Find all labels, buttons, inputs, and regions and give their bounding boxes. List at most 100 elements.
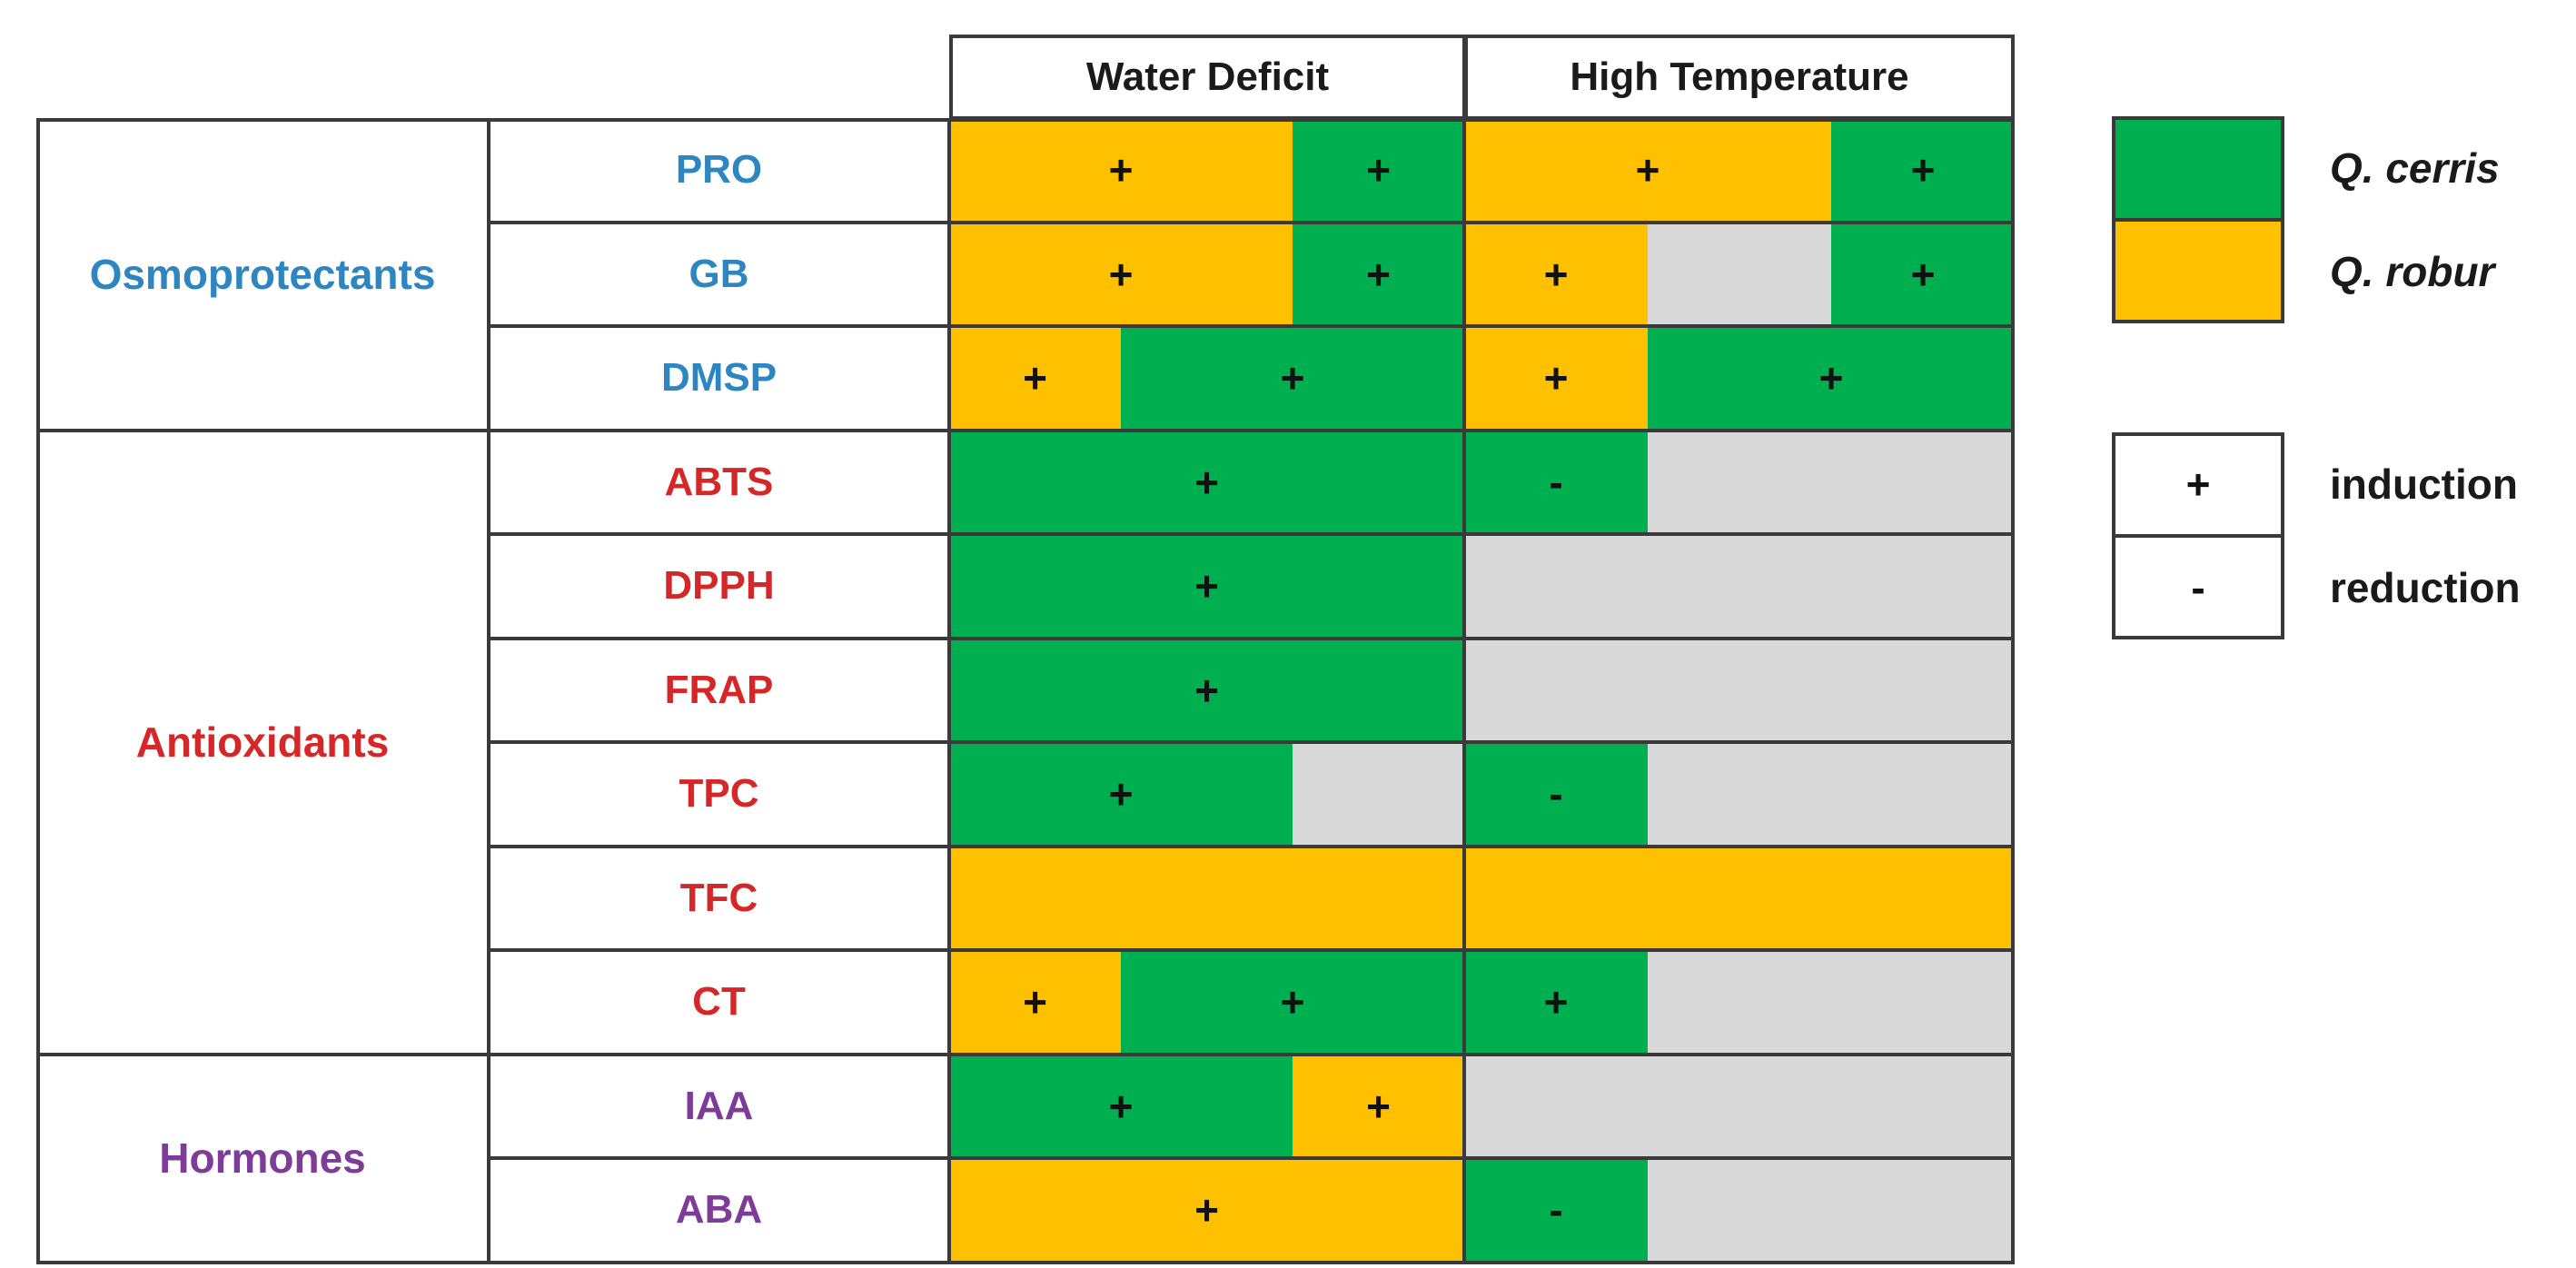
cell-tpc-ht-1 <box>1648 742 2015 847</box>
column-header-text: High Temperature <box>1570 54 1909 99</box>
legend-swatch-robur <box>2112 220 2284 323</box>
group-label-antioxidants: Antioxidants <box>135 718 390 766</box>
cell-sign: + <box>1543 354 1569 402</box>
row-divider <box>489 636 2015 640</box>
cell-dmsp-ht-0: + <box>1464 326 1648 431</box>
cell-sign: + <box>1194 458 1219 506</box>
cell-iaa-wd-1: + <box>1293 1054 1464 1158</box>
cell-gb-ht-1 <box>1648 222 1831 326</box>
row-label-gb: GB <box>689 251 749 296</box>
cell-sign: - <box>1549 770 1563 818</box>
cell-sign: + <box>1108 770 1134 818</box>
column-divider <box>487 118 490 1263</box>
column-header-water-deficit: Water Deficit <box>949 35 1466 120</box>
cell-aba-ht-0: - <box>1464 1158 1648 1263</box>
row-divider <box>489 220 2015 224</box>
cell-sign: + <box>1194 1186 1219 1234</box>
cell-sign: + <box>1280 978 1305 1026</box>
column-header-high-temperature: High Temperature <box>1464 35 2015 120</box>
legend-swatch-cerris <box>2112 116 2284 220</box>
row-label-pro: PRO <box>675 147 763 193</box>
legend-signs-border <box>2112 432 2284 639</box>
cell-gb-wd-1: + <box>1293 222 1464 326</box>
cell-sign: + <box>1108 1082 1134 1130</box>
cell-dpph-ht-0 <box>1464 534 2015 639</box>
cell-pro-ht-0: + <box>1464 118 1831 223</box>
legend-label-cerris: Q. cerris <box>2330 144 2500 192</box>
row-divider <box>36 1052 2015 1056</box>
row-label-tpc: TPC <box>679 771 759 817</box>
cell-sign: + <box>1543 978 1569 1026</box>
cell-pro-wd-0: + <box>949 118 1293 223</box>
cell-sign: + <box>1910 146 1936 194</box>
cell-dmsp-wd-0: + <box>949 326 1121 431</box>
legend-divider <box>2112 218 2284 222</box>
legend-species-border <box>2112 116 2284 323</box>
cell-ct-wd-1: + <box>1121 950 1464 1055</box>
cell-tpc-ht-0: - <box>1464 742 1648 847</box>
cell-gb-wd-0: + <box>949 222 1293 326</box>
cell-sign: + <box>1194 666 1219 714</box>
cell-ct-ht-1 <box>1648 950 2015 1055</box>
cell-dmsp-wd-1: + <box>1121 326 1464 431</box>
cell-iaa-ht-0 <box>1464 1054 2015 1158</box>
cell-ct-ht-0: + <box>1464 950 1648 1055</box>
row-divider <box>489 532 2015 536</box>
row-divider <box>489 740 2015 744</box>
column-divider <box>947 118 951 1263</box>
cell-sign: - <box>1549 458 1563 506</box>
cell-tfc-wd-0 <box>949 846 1464 950</box>
legend-divider <box>2112 534 2284 538</box>
legend-sign-symbol: - <box>2191 564 2205 611</box>
table-border <box>36 118 2015 1264</box>
cell-sign: + <box>1818 354 1844 402</box>
row-label-dmsp: DMSP <box>660 355 778 401</box>
row-label-tfc: TFC <box>679 875 758 920</box>
cell-iaa-wd-0: + <box>949 1054 1293 1158</box>
group-label-osmoprotectants: Osmoprotectants <box>89 250 436 298</box>
cell-sign: - <box>1549 1186 1563 1234</box>
cell-pro-ht-1: + <box>1831 118 2015 223</box>
cell-sign: + <box>1543 250 1569 298</box>
cell-frap-wd-0: + <box>949 638 1464 742</box>
cell-sign: + <box>1108 146 1134 194</box>
cell-sign: + <box>1910 250 1936 298</box>
cell-tpc-wd-1 <box>1293 742 1464 847</box>
cell-sign: + <box>1635 146 1660 194</box>
legend-label-robur: Q. robur <box>2330 248 2495 295</box>
legend-label-induction: induction <box>2330 461 2518 508</box>
cell-sign: + <box>1108 250 1134 298</box>
row-divider <box>489 1156 2015 1160</box>
row-divider <box>489 324 2015 328</box>
row-label-aba: ABA <box>675 1187 763 1233</box>
cell-dmsp-ht-1: + <box>1648 326 2015 431</box>
cell-gb-ht-0: + <box>1464 222 1648 326</box>
cell-sign: + <box>1280 354 1305 402</box>
legend-sign-box-induction: + <box>2112 432 2284 536</box>
cell-sign: + <box>1366 146 1391 194</box>
cell-sign: + <box>1023 978 1047 1026</box>
cell-frap-ht-0 <box>1464 638 2015 742</box>
group-label-hormones: Hormones <box>159 1134 366 1182</box>
cell-sign: + <box>1366 250 1391 298</box>
cell-sign: + <box>1194 562 1219 610</box>
column-divider <box>1462 118 1466 1263</box>
cell-dpph-wd-0: + <box>949 534 1464 639</box>
legend-label-reduction: reduction <box>2330 564 2521 611</box>
cell-aba-ht-1 <box>1648 1158 2015 1263</box>
legend-sign-box-reduction: - <box>2112 536 2284 639</box>
cell-pro-wd-1: + <box>1293 118 1464 223</box>
cell-abts-wd-0: + <box>949 430 1464 534</box>
row-divider <box>36 428 2015 432</box>
cell-abts-ht-0: - <box>1464 430 1648 534</box>
cell-ct-wd-0: + <box>949 950 1121 1055</box>
row-label-dpph: DPPH <box>663 563 775 609</box>
cell-tfc-ht-0 <box>1464 846 2015 950</box>
cell-tpc-wd-0: + <box>949 742 1293 847</box>
row-label-iaa: IAA <box>684 1083 754 1128</box>
row-divider <box>489 948 2015 952</box>
cell-abts-ht-1 <box>1648 430 2015 534</box>
row-label-abts: ABTS <box>664 459 774 504</box>
cell-sign: + <box>1023 354 1047 402</box>
